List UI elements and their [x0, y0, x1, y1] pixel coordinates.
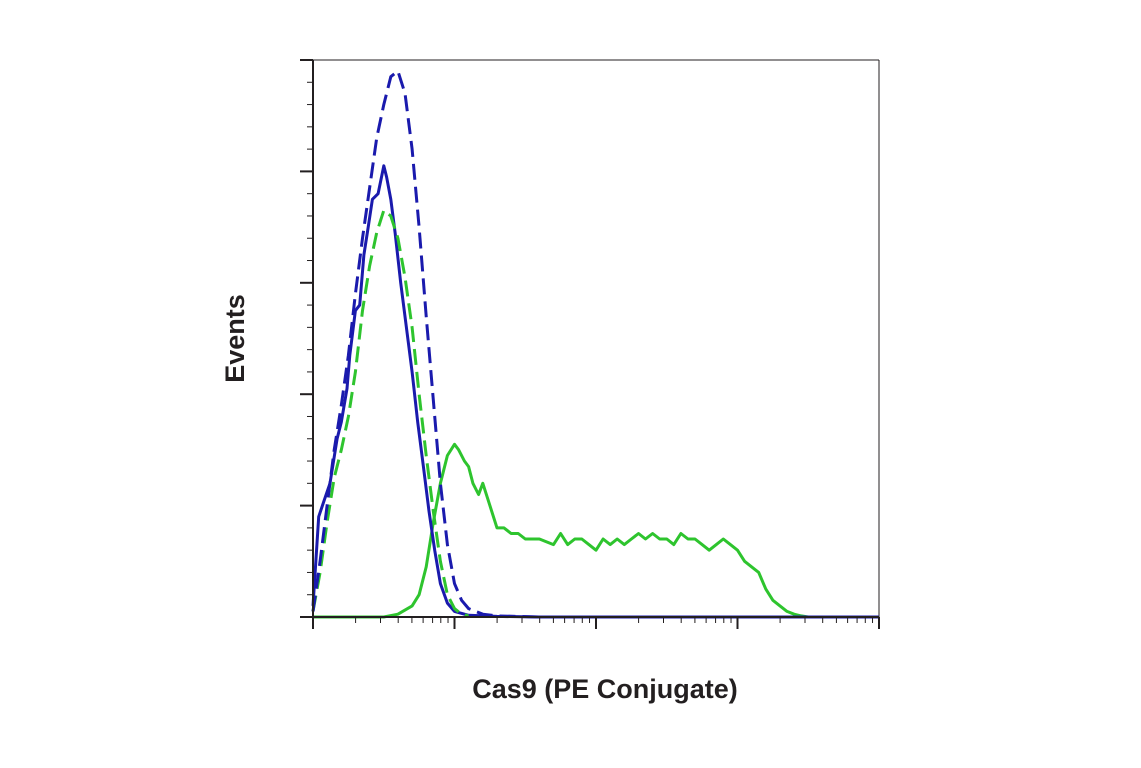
plot-frame-group: [313, 59, 880, 617]
axes-layer: [300, 59, 880, 629]
x-axis-ticks: [312, 617, 880, 629]
series-line-dashed-blue: [311, 69, 879, 619]
series-line-solid-blue: [311, 164, 879, 619]
series-line-solid-green: [313, 442, 879, 619]
series-layer: [311, 69, 879, 619]
y-axis-ticks: [300, 59, 313, 618]
series-line-dashed-green: [311, 208, 469, 618]
x-axis-label: Cas9 (PE Conjugate): [472, 674, 738, 704]
y-axis-label: Events: [220, 294, 250, 383]
